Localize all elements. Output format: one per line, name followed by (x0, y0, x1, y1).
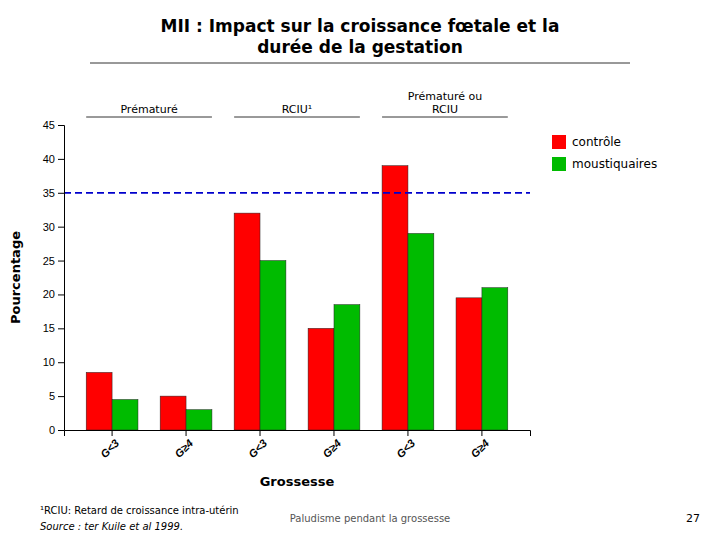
legend-swatch (552, 135, 566, 149)
x-tick: G≥4 (172, 430, 195, 460)
group-underline (86, 117, 212, 118)
marks (64, 166, 530, 430)
reference-line (64, 192, 530, 194)
y-tick-mark (58, 227, 64, 228)
annotation: Source : ter Kuile et al 1999. (40, 521, 183, 532)
y-tick: 30 (43, 221, 64, 233)
y-tick-mark (58, 328, 64, 329)
y-tick-label: 45 (43, 119, 55, 131)
bar (112, 400, 138, 431)
x-tick-mark (112, 430, 113, 436)
y-tick-label: 30 (43, 221, 55, 233)
y-tick: 10 (43, 356, 64, 368)
legend-item: moustiquaires (552, 157, 657, 171)
x-axis-title: Grossesse (260, 474, 335, 489)
y-tick: 20 (43, 288, 64, 300)
x-tick-label: G<3 (98, 437, 121, 460)
bar (482, 288, 508, 430)
group-label: Prématuré ouRCIU (408, 90, 482, 116)
legend: contrôle moustiquaires (552, 135, 657, 171)
group-label: RCIU¹ (282, 103, 312, 116)
bar (308, 328, 334, 430)
y-tick-label: 0 (49, 424, 55, 436)
group-underline (234, 117, 360, 118)
annotation: 27 (686, 512, 700, 525)
group-label: Prématuré (120, 103, 178, 116)
x-tick-mark (260, 430, 261, 436)
bar (408, 233, 434, 430)
bar (382, 166, 408, 430)
x-tick: G≥4 (320, 430, 343, 460)
y-tick: 15 (43, 322, 64, 334)
annotation: Paludisme pendant la grossesse (290, 513, 451, 524)
y-tick-label: 20 (43, 288, 55, 300)
bar (234, 213, 260, 430)
x-tick-label: G≥4 (320, 437, 343, 460)
x-tick-label: G<3 (246, 437, 269, 460)
y-tick-mark (58, 125, 64, 126)
bar (160, 396, 186, 430)
legend-item: contrôle (552, 135, 621, 149)
y-tick-mark (58, 430, 64, 431)
x-tick: G≥4 (468, 430, 491, 460)
x-tick: G<3 (246, 430, 269, 460)
y-tick: 35 (43, 187, 64, 199)
y-tick-label: 5 (49, 390, 55, 402)
y-tick-label: 15 (43, 322, 55, 334)
y-tick-mark (58, 261, 64, 262)
y-tick-label: 10 (43, 356, 55, 368)
chart: MII : Impact sur la croissance fœtale et… (0, 0, 720, 540)
x-tick-label: G<3 (394, 437, 417, 460)
y-tick: 0 (49, 424, 64, 436)
bar (186, 410, 212, 430)
group-underline (382, 117, 508, 118)
x-tick: G<3 (98, 430, 121, 460)
y-tick-mark (58, 294, 64, 295)
title: MII : Impact sur la croissance fœtale et… (161, 16, 560, 57)
legend-swatch (552, 157, 566, 171)
series (112, 233, 508, 430)
y-tick: 45 (43, 119, 64, 131)
x-tick-label: G≥4 (468, 437, 491, 460)
y-axis-title: Pourcentage (8, 231, 23, 324)
title-underline (90, 63, 630, 64)
plot: 0 5 10 15 20 25 30 35 40 45 G<3 G≥4 G<3 G≥4 G<3 G≥4 Prém… (43, 90, 531, 460)
bar (86, 372, 112, 430)
bar (260, 261, 286, 430)
bar (456, 298, 482, 430)
y-tick-mark (58, 193, 64, 194)
x-tick-label: G≥4 (172, 437, 195, 460)
legend-label: contrôle (572, 135, 621, 149)
x-tick: G<3 (394, 430, 417, 460)
x-axis-line (65, 431, 531, 437)
x-tick-mark (407, 430, 408, 436)
y-tick-label: 40 (43, 153, 55, 165)
y-tick-mark (58, 159, 64, 160)
y-tick-label: 35 (43, 187, 55, 199)
y-tick: 5 (49, 390, 64, 402)
x-tick-mark (186, 430, 187, 436)
x-tick-mark (333, 430, 334, 436)
y-axis: 0 5 10 15 20 25 30 35 40 45 (43, 119, 65, 436)
y-tick: 25 (43, 255, 64, 267)
y-tick-label: 25 (43, 255, 55, 267)
y-tick-mark (58, 396, 64, 397)
y-tick-mark (58, 362, 64, 363)
series (86, 166, 482, 430)
y-axis-line (58, 126, 65, 431)
annotation: ¹RCIU: Retard de croissance intra-utérin (40, 505, 239, 516)
y-tick: 40 (43, 153, 64, 165)
bar (334, 305, 360, 430)
x-tick-mark (481, 430, 482, 436)
x-axis: G<3 G≥4 G<3 G≥4 G<3 G≥4 (65, 430, 531, 460)
legend-label: moustiquaires (572, 157, 657, 171)
